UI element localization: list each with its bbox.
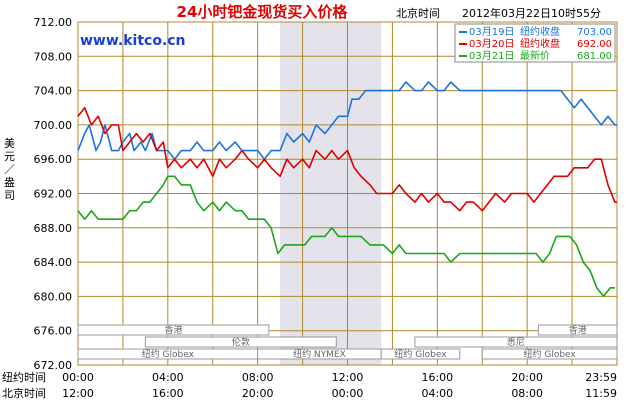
x-tick-labels: 00:00 04:00 08:00 12:00 16:00 20:00 23:59 12:00… [62,371,617,400]
session-bar [537,324,618,336]
legend-value: 692.00 [577,39,612,50]
x-tick-label-bj: 11:59 [585,387,617,400]
y-axis-label-char: 司 [4,189,15,202]
legend-date: 03月19日 [469,26,514,38]
legend-label: 纽约收盘 [520,37,560,50]
y-tick-label: 680.00 [34,290,73,303]
legend-label: 最新价 [520,49,550,62]
y-axis-label-char: 美 [4,137,15,150]
ny-time-row-label: 纽约时间 [2,370,46,384]
legend-value: 681.00 [577,51,612,62]
legend-date: 03月20日 [469,38,514,50]
site-watermark[interactable]: www.kitco.cn [80,33,186,49]
x-tick-label-ny: 16:00 [421,371,453,384]
x-tick-label-ny: 04:00 [152,371,184,384]
session-bar [77,324,270,336]
y-axis-label-char: ／ [4,163,15,176]
legend-box [454,23,616,63]
session-bar [380,348,461,360]
session-label: 纽约 Globex [394,348,447,360]
bj-time-row-label: 北京时间 [2,386,46,400]
y-tick-label: 708.00 [34,50,73,63]
x-tick-label-bj: 12:00 [62,387,94,400]
session-label: 悉尼 [507,336,525,348]
y-tick-label: 684.00 [34,256,73,269]
x-tick-label-bj: 20:00 [242,387,274,400]
y-axis-label: 美 元 ／ 盎 司 [4,137,19,202]
session-label: 香港 [569,324,587,336]
session-bar [481,348,618,360]
session-label: 伦敦 [232,336,250,348]
x-tick-label-ny: 20:00 [511,371,543,384]
series-line-1 [77,81,617,160]
update-timestamp: 2012年03月22日10时55分 [462,6,601,20]
session-label: 香港 [164,324,182,336]
time-zone-label: 北京时间 [396,6,440,20]
y-tick-label: 696.00 [34,153,73,166]
series-line-3 [77,175,615,298]
x-tick-label-ny: 00:00 [62,371,94,384]
y-axis-label-char: 盎 [4,175,15,189]
legend-label: 纽约收盘 [520,25,560,38]
x-tick-label-ny: 08:00 [242,371,274,384]
legend-value: 703.00 [577,27,612,38]
x-tick-label-bj: 00:00 [332,387,364,400]
y-tick-label: 712.00 [34,16,73,29]
y-tick-labels: 712.00 708.00 704.00 700.00 696.00 692.00 688.… [34,16,73,372]
session-label: 纽约 Globex [523,348,576,360]
y-tick-label: 700.00 [34,119,73,132]
legend: 03月19日 纽约收盘 703.00 03月20日 纽约收盘 692.00 03月21日 最新… [454,23,616,63]
y-tick-label: 672.00 [34,359,73,372]
y-tick-label: 692.00 [34,188,73,201]
y-tick-label: 676.00 [34,325,73,338]
x-tick-label-ny: 23:59 [585,371,617,384]
session-bar [414,336,618,348]
session-bar [144,336,337,348]
chart-title: 24小时钯金现货买入价格 [177,3,349,21]
series-lines [77,81,617,298]
x-tick-label-bj: 04:00 [421,387,453,400]
y-axis-label-char: 元 [4,150,15,163]
x-tick-label-bj: 08:00 [511,387,543,400]
series-line-2 [77,107,617,212]
x-tick-label-ny: 12:00 [332,371,364,384]
legend-date: 03月21日 [469,50,514,62]
session-label: 纽约 NYMEX [293,348,346,360]
y-tick-label: 704.00 [34,85,73,98]
y-tick-label: 688.00 [34,222,73,235]
x-tick-label-bj: 16:00 [152,387,184,400]
session-label: 纽约 Globex [142,348,195,360]
